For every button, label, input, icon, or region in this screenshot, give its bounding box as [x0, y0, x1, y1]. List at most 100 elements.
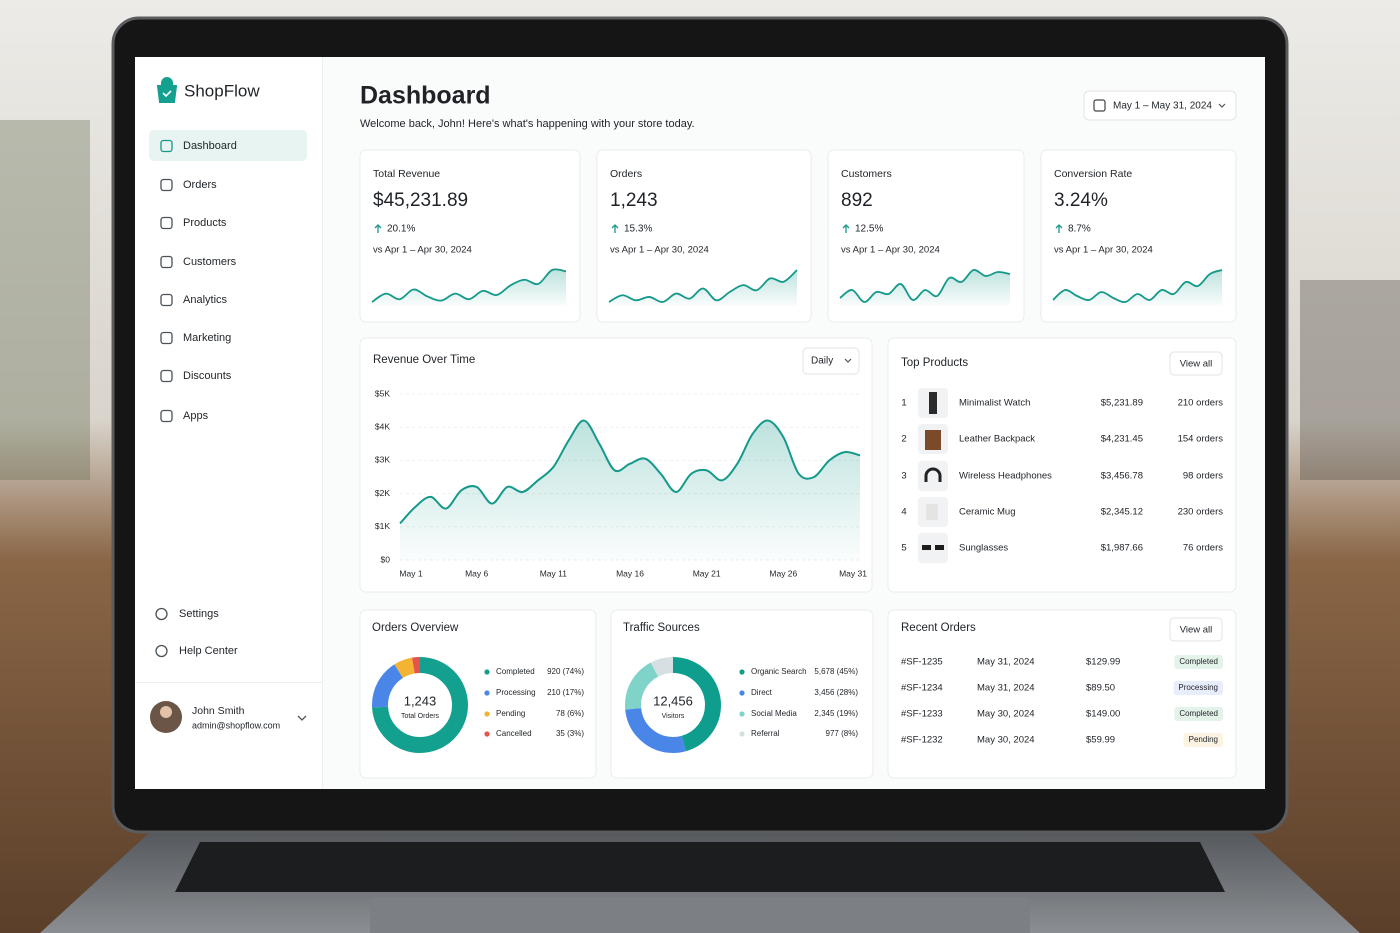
card-title: Recent Orders	[901, 622, 976, 634]
legend-label: Completed	[496, 667, 535, 676]
order-amount: $129.99	[1086, 657, 1120, 668]
kpi-change: 8.7%	[1068, 224, 1091, 235]
order-id: #SF-1234	[901, 683, 943, 694]
sparkline	[1052, 269, 1223, 303]
status-badge	[1174, 655, 1223, 669]
donut-segment	[625, 657, 721, 753]
kpi-change: 20.1%	[387, 224, 415, 235]
product-name: Ceramic Mug	[959, 507, 1016, 518]
product-revenue: $2,345.12	[1101, 507, 1143, 518]
revenue-area	[400, 420, 860, 560]
donut-center-label: Total Orders	[401, 713, 440, 720]
card-title: Top Products	[901, 357, 968, 369]
donut-center-value: 12,456	[653, 693, 693, 708]
up-arrow	[1055, 224, 1063, 233]
nav-item: Marketing	[183, 332, 231, 344]
status-badge	[1174, 707, 1223, 721]
donut-segment	[625, 657, 721, 753]
button[interactable]	[802, 347, 860, 375]
legend-value: 920 (74%)	[547, 667, 584, 676]
product-rank: 5	[901, 543, 906, 554]
kpi-comparison: vs Apr 1 – Apr 30, 2024	[841, 245, 940, 256]
nav-icon	[160, 331, 173, 345]
card-title: Traffic Sources	[623, 622, 700, 634]
status-label: Completed	[1179, 709, 1218, 718]
chevron	[1218, 103, 1226, 108]
date-range[interactable]: May 1 – May 31, 2024	[1113, 101, 1212, 112]
product-rank: 3	[901, 471, 906, 482]
user-email: admin@shopflow.com	[192, 720, 280, 730]
nav-active[interactable]	[149, 130, 307, 161]
button[interactable]	[1169, 617, 1223, 642]
nav-item: Products	[183, 217, 227, 229]
order-id: #SF-1233	[901, 709, 943, 720]
sparkline	[608, 269, 798, 303]
keyboard	[175, 842, 1225, 892]
up-arrow	[842, 224, 850, 233]
card-title: Orders Overview	[372, 622, 459, 634]
kpi-value: 1,243	[610, 190, 658, 211]
status-label: Processing	[1178, 683, 1218, 692]
x-tick-label: May 6	[465, 568, 488, 578]
product-thumb	[918, 533, 948, 563]
y-tick-label: $2K	[375, 488, 390, 498]
product-orders: 154 orders	[1178, 434, 1224, 445]
legend-label: Cancelled	[496, 729, 532, 738]
order-id: #SF-1232	[901, 735, 943, 746]
nav-icon	[160, 178, 173, 192]
logo-check	[162, 90, 172, 98]
date-picker[interactable]	[1083, 90, 1237, 121]
legend-dot	[484, 731, 490, 737]
kpi-change: 12.5%	[855, 224, 883, 235]
sparkline-area	[372, 269, 566, 306]
kpi-label: Orders	[610, 168, 642, 180]
kpi-comparison: vs Apr 1 – Apr 30, 2024	[610, 245, 709, 256]
calendar-icon	[1093, 99, 1106, 112]
nav-item: Settings	[179, 608, 219, 620]
product-revenue: $5,231.89	[1101, 398, 1143, 409]
nav-item: Orders	[183, 179, 217, 191]
nav-icon	[160, 409, 173, 423]
x-tick-label: May 26	[769, 568, 797, 578]
page-title: Dashboard	[360, 82, 491, 110]
up-arrow	[374, 224, 382, 233]
product-orders: 230 orders	[1178, 507, 1224, 518]
legend-dot	[739, 690, 745, 696]
y-tick-label: $0	[381, 554, 391, 564]
order-date: May 31, 2024	[977, 683, 1035, 694]
card	[1040, 149, 1237, 323]
product-image	[922, 545, 944, 550]
order-date: May 30, 2024	[977, 735, 1035, 746]
card	[887, 337, 1237, 593]
product-name: Wireless Headphones	[959, 471, 1052, 482]
x-tick-label: May 21	[693, 568, 721, 578]
product-name: Leather Backpack	[959, 434, 1035, 445]
nav-item: Dashboard	[183, 140, 237, 152]
legend-value: 210 (17%)	[547, 688, 584, 697]
legend-label: Social Media	[751, 709, 797, 718]
button[interactable]	[1169, 351, 1223, 376]
chart-title: Revenue Over Time	[373, 354, 475, 366]
product-revenue: $1,987.66	[1101, 543, 1143, 554]
user-menu[interactable]	[297, 715, 307, 721]
legend-label: Organic Search	[751, 667, 807, 676]
kpi-value: $45,231.89	[373, 190, 468, 211]
card	[359, 609, 597, 779]
kpi-comparison: vs Apr 1 – Apr 30, 2024	[373, 245, 472, 256]
sparkline-area	[609, 270, 797, 306]
card	[887, 609, 1237, 779]
status-badge	[1173, 681, 1223, 695]
donut-segment	[625, 657, 721, 753]
product-name: Sunglasses	[959, 543, 1008, 554]
status-label: Completed	[1179, 657, 1218, 666]
kpi-label: Total Revenue	[373, 168, 440, 180]
nav-icon	[155, 607, 168, 621]
kpi-change: 15.3%	[624, 224, 652, 235]
product-rank: 1	[901, 398, 906, 409]
donut-segment	[372, 657, 468, 753]
nav-icon	[160, 369, 173, 383]
x-tick-label: May 31	[839, 568, 867, 578]
x-tick-label: May 16	[616, 568, 644, 578]
order-amount: $59.99	[1086, 735, 1115, 746]
